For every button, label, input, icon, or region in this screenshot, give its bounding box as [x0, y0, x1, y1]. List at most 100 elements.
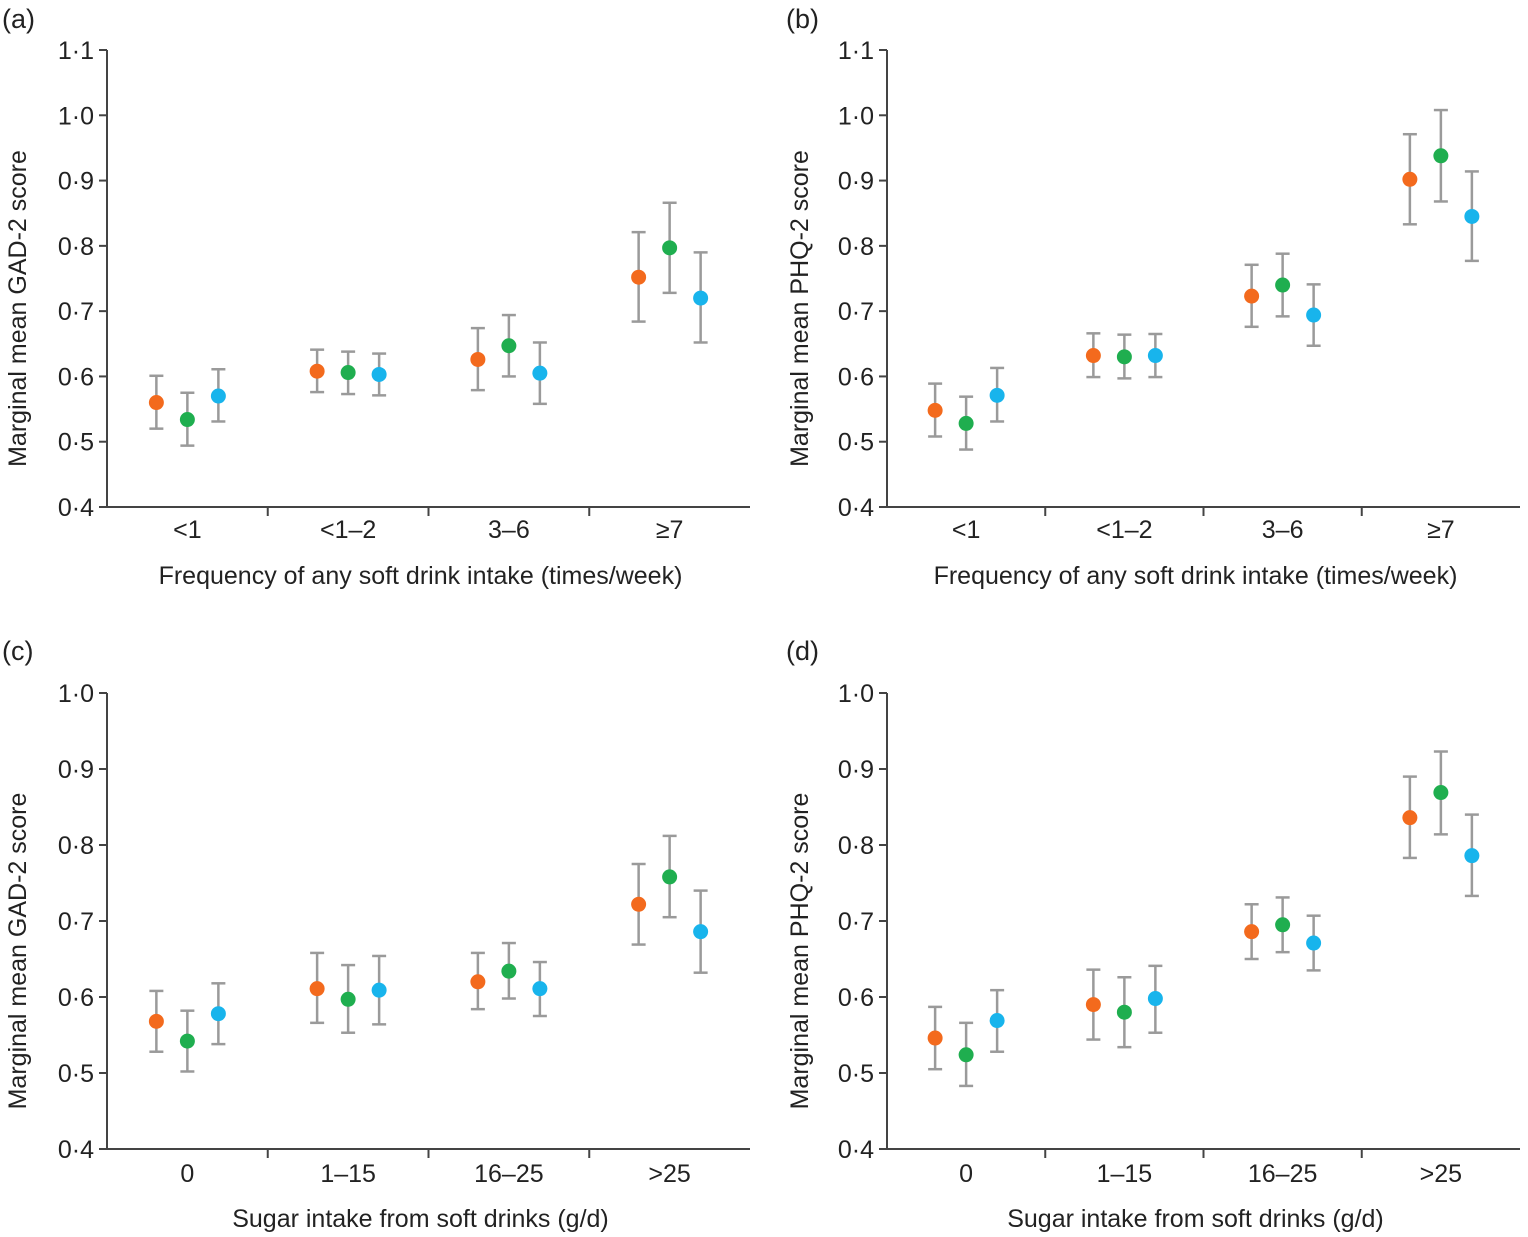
y-tick-label: 0·9 [58, 168, 94, 196]
data-point-series-3 [1147, 348, 1163, 364]
y-tick-label: 0·8 [838, 233, 874, 261]
data-point-series-3 [371, 982, 387, 998]
data-point-series-3 [1464, 208, 1480, 224]
y-axis-title: Marginal mean PHQ-2 score [786, 150, 814, 467]
y-tick-label: 1·1 [838, 37, 874, 65]
y-tick-label: 0·4 [58, 1136, 94, 1164]
x-tick-label: ≥7 [656, 516, 684, 544]
y-axis-title: Marginal mean GAD-2 score [4, 793, 32, 1110]
x-axis-title: Sugar intake from soft drinks (g/d) [1007, 1205, 1384, 1233]
data-point-series-3 [1147, 991, 1163, 1007]
y-tick-label: 0·7 [838, 908, 874, 936]
y-tick-label: 0·5 [838, 1060, 874, 1088]
x-tick-label: <1–2 [320, 516, 376, 544]
data-point-series-3 [210, 388, 226, 404]
y-tick-label: 0·8 [838, 832, 874, 860]
x-tick-label: 16–25 [474, 1160, 544, 1188]
data-point-series-3 [371, 366, 387, 382]
x-tick-label: 1–15 [1097, 1160, 1153, 1188]
data-point-series-1 [1085, 348, 1101, 364]
y-tick-label: 0·9 [838, 168, 874, 196]
data-point-series-2 [1433, 148, 1449, 164]
y-tick-label: 1·0 [838, 680, 874, 708]
x-tick-label: 0 [180, 1160, 194, 1188]
data-point-series-2 [958, 1047, 974, 1063]
y-axis-title: Marginal mean PHQ-2 score [786, 793, 814, 1110]
y-tick-label: 0·4 [838, 494, 874, 522]
y-tick-label: 0·9 [58, 756, 94, 784]
data-point-series-1 [148, 395, 164, 411]
data-point-series-1 [927, 1030, 943, 1046]
data-point-series-2 [1275, 917, 1291, 933]
x-tick-label: <1 [173, 516, 202, 544]
y-tick-label: 0·6 [58, 363, 94, 391]
data-point-series-2 [1116, 349, 1132, 365]
data-point-series-3 [532, 981, 548, 997]
x-tick-label: 3–6 [1262, 516, 1304, 544]
data-point-series-2 [340, 365, 356, 381]
data-point-series-2 [662, 869, 678, 885]
data-point-series-1 [1085, 997, 1101, 1013]
data-point-series-2 [501, 963, 517, 979]
data-point-series-2 [1275, 277, 1291, 293]
data-point-series-1 [309, 363, 325, 379]
chart-panel-d: (d) 0·4 0·5 0·6 0·7 0·8 0·9 1·0 0 1–15 16–25 >25 Sug… [786, 636, 1520, 1233]
y-tick-label: 0·4 [838, 1136, 874, 1164]
y-tick-label: 0·8 [58, 233, 94, 261]
y-tick-label: 0·5 [58, 429, 94, 457]
data-point-series-3 [693, 924, 709, 940]
y-tick-label: 0·6 [838, 984, 874, 1012]
data-point-series-3 [1306, 307, 1322, 323]
data-point-series-1 [1402, 810, 1418, 826]
y-tick-label: 0·6 [58, 984, 94, 1012]
y-tick-label: 0·7 [58, 298, 94, 326]
data-point-series-1 [927, 402, 943, 418]
data-point-series-2 [958, 415, 974, 431]
data-point-series-1 [470, 974, 486, 990]
x-axis-title: Frequency of any soft drink intake (time… [159, 562, 683, 590]
data-point-series-1 [631, 896, 647, 912]
chart-panel-a: (a) 0·4 0·5 0·6 0·7 0·8 0·9 1·0 1·1 <1 <1–2 3–6 ≥7 Fr… [2, 4, 750, 590]
chart-panel-c: (c) 0·4 0·5 0·6 0·7 0·8 0·9 1·0 0 1–15 16–25 >25 Sug… [2, 636, 750, 1233]
x-tick-label: ≥7 [1427, 516, 1455, 544]
panel-label: (b) [786, 4, 819, 34]
data-point-series-1 [309, 981, 325, 997]
x-tick-label: >25 [648, 1160, 690, 1188]
y-tick-label: 0·4 [58, 494, 94, 522]
x-tick-label: 1–15 [320, 1160, 376, 1188]
chart-panel-b: (b) 0·4 0·5 0·6 0·7 0·8 0·9 1·0 1·1 <1 <1–2 3–6 ≥7 Fr… [786, 4, 1520, 590]
data-point-series-3 [210, 1006, 226, 1022]
data-point-series-1 [1402, 171, 1418, 187]
x-axis-title: Frequency of any soft drink intake (time… [934, 562, 1458, 590]
x-tick-label: 16–25 [1248, 1160, 1318, 1188]
y-tick-label: 1·0 [838, 102, 874, 130]
y-tick-label: 0·5 [838, 429, 874, 457]
data-point-series-1 [1244, 288, 1260, 304]
x-tick-label: <1 [952, 516, 981, 544]
data-point-series-2 [1116, 1004, 1132, 1020]
y-tick-label: 0·7 [838, 298, 874, 326]
data-point-series-3 [1464, 848, 1480, 864]
data-point-series-3 [693, 290, 709, 306]
data-point-series-2 [179, 1033, 195, 1049]
data-point-series-2 [340, 991, 356, 1007]
panel-label: (d) [786, 636, 819, 666]
x-tick-label: <1–2 [1096, 516, 1152, 544]
y-tick-label: 0·7 [58, 908, 94, 936]
x-tick-label: 0 [959, 1160, 973, 1188]
x-tick-label: 3–6 [488, 516, 530, 544]
panel-label: (a) [2, 4, 35, 34]
y-tick-label: 1·0 [58, 680, 94, 708]
data-point-series-2 [501, 338, 517, 354]
y-tick-label: 1·1 [58, 37, 94, 65]
data-point-series-2 [179, 412, 195, 428]
y-axis-title: Marginal mean GAD-2 score [4, 150, 32, 467]
y-tick-label: 0·9 [838, 756, 874, 784]
x-tick-label: >25 [1420, 1160, 1462, 1188]
y-tick-label: 0·5 [58, 1060, 94, 1088]
panel-label: (c) [2, 636, 33, 666]
data-point-series-3 [1306, 935, 1322, 951]
data-point-series-1 [631, 269, 647, 285]
data-point-series-1 [470, 351, 486, 367]
